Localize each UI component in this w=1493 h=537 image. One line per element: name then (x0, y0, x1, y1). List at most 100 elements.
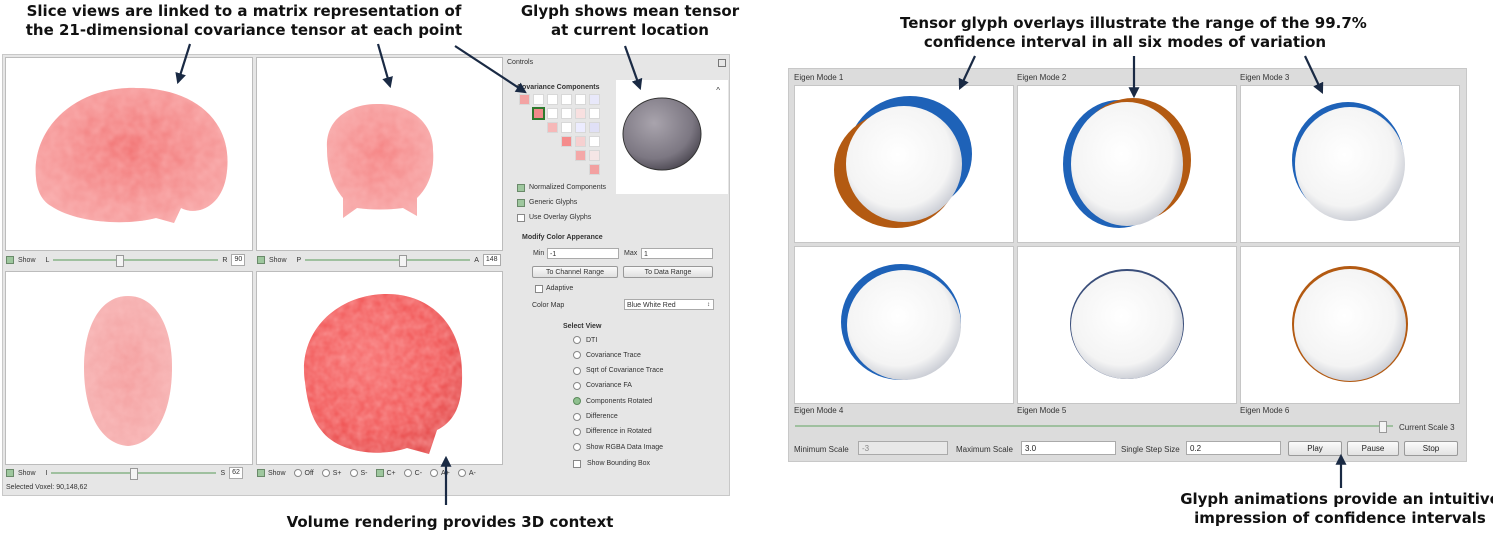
coronal-slider[interactable] (305, 255, 471, 267)
view-option-radio[interactable] (573, 443, 581, 452)
volume-option-label: S- (360, 469, 368, 477)
bounding-box-checkbox[interactable] (573, 460, 581, 468)
view-option[interactable]: Difference (573, 412, 618, 421)
volume-option-radio[interactable] (375, 469, 384, 477)
eigen-mode-view[interactable] (794, 85, 1014, 243)
collapse-icon[interactable]: ^ (716, 86, 720, 95)
minimum-scale-input[interactable]: -3 (858, 441, 948, 455)
slider-knob[interactable] (129, 468, 138, 480)
eigen-mode-view[interactable] (1017, 85, 1237, 243)
covariance-cell[interactable] (589, 150, 600, 161)
normalized-checkbox[interactable] (517, 184, 525, 192)
covariance-cell[interactable] (575, 94, 586, 105)
volume-option-radio[interactable] (403, 469, 412, 477)
color-map-select[interactable]: Blue White Red ↕ (624, 299, 714, 310)
color-map-value: Blue White Red (627, 302, 676, 309)
view-option-radio[interactable] (573, 397, 581, 406)
pause-button[interactable]: Pause (1347, 441, 1399, 456)
covariance-cell[interactable] (561, 108, 572, 119)
axial-value[interactable]: 62 (229, 467, 243, 479)
eigen-mode-view[interactable] (1240, 85, 1460, 243)
view-option-label: Show RGBA Data Image (586, 443, 664, 451)
covariance-cell[interactable] (589, 164, 600, 175)
view-option[interactable]: Components Rotated (573, 397, 652, 406)
to-data-range-button[interactable]: To Data Range (623, 266, 713, 278)
undock-icon[interactable] (718, 59, 726, 67)
volume-option-radio[interactable] (293, 469, 302, 477)
volume-view[interactable] (256, 271, 503, 465)
view-option[interactable]: Covariance FA (573, 381, 632, 390)
covariance-cell[interactable] (547, 122, 558, 133)
covariance-cell[interactable] (589, 136, 600, 147)
slider-knob[interactable] (399, 255, 408, 267)
slider-knob[interactable] (116, 255, 125, 267)
maximum-scale-input[interactable]: 3.0 (1021, 441, 1116, 455)
coronal-show-checkbox[interactable] (257, 256, 265, 264)
volume-show-checkbox[interactable] (257, 469, 265, 477)
adaptive-label: Adaptive (546, 285, 574, 292)
slider-knob[interactable] (1379, 421, 1388, 433)
view-option-radio[interactable] (573, 351, 581, 360)
covariance-cell[interactable] (547, 108, 558, 119)
covariance-cell[interactable] (561, 94, 572, 105)
sagittal-value[interactable]: 90 (231, 254, 246, 266)
view-option[interactable]: DTI (573, 336, 597, 344)
axial-show-label: Show (18, 469, 36, 477)
coronal-value[interactable]: 148 (482, 254, 501, 266)
view-option[interactable]: Difference in Rotated (573, 427, 652, 436)
stop-button[interactable]: Stop (1404, 441, 1458, 456)
view-option[interactable]: Sqrt of Covariance Trace (573, 366, 663, 375)
view-option-radio[interactable] (573, 381, 581, 390)
covariance-cell[interactable] (589, 122, 600, 133)
covariance-cell[interactable] (532, 107, 545, 120)
sagittal-view[interactable] (5, 57, 253, 251)
play-button[interactable]: Play (1288, 441, 1342, 456)
covariance-cell[interactable] (519, 94, 530, 105)
axial-view[interactable] (5, 271, 253, 465)
view-option[interactable]: Covariance Trace (573, 351, 641, 360)
volume-option-radio[interactable] (321, 469, 330, 477)
axial-show-checkbox[interactable] (6, 469, 14, 477)
sagittal-slider[interactable] (53, 255, 219, 267)
covariance-cell[interactable] (575, 108, 586, 119)
coronal-view[interactable] (256, 57, 503, 251)
covariance-cell[interactable] (561, 122, 572, 133)
overlay-glyphs-checkbox[interactable] (517, 214, 525, 222)
covariance-cell[interactable] (561, 136, 572, 147)
bounding-box-label: Show Bounding Box (587, 460, 651, 467)
view-option[interactable]: Show RGBA Data Image (573, 443, 664, 452)
to-channel-range-button[interactable]: To Channel Range (532, 266, 618, 278)
max-input[interactable]: 1 (641, 248, 713, 259)
eigen-mode-view[interactable] (1240, 246, 1460, 404)
covariance-cell[interactable] (575, 122, 586, 133)
tensor-glyph-overlay (841, 264, 961, 380)
coronal-left-letter: P (296, 256, 302, 264)
covariance-cell[interactable] (547, 94, 558, 105)
scale-slider[interactable] (795, 421, 1393, 433)
axial-controls: Show I S 62 (6, 465, 250, 481)
mean-glyph-panel: ^ (616, 80, 728, 194)
covariance-cell[interactable] (589, 94, 600, 105)
view-option-radio[interactable] (573, 412, 581, 421)
single-step-input[interactable]: 0.2 (1186, 441, 1281, 455)
volume-option-radio[interactable] (457, 469, 466, 477)
eigen-mode-view[interactable] (794, 246, 1014, 404)
volume-option-radio[interactable] (430, 469, 439, 477)
view-option-radio[interactable] (573, 336, 581, 344)
min-input[interactable]: -1 (547, 248, 619, 259)
eigen-mode-view[interactable] (1017, 246, 1237, 404)
view-option-radio[interactable] (573, 427, 581, 436)
covariance-matrix[interactable] (519, 94, 614, 184)
axial-slider[interactable] (51, 468, 217, 480)
volume-option-radio[interactable] (349, 469, 358, 477)
covariance-cell[interactable] (589, 108, 600, 119)
covariance-cell[interactable] (533, 94, 544, 105)
annotation-line: Glyph shows mean tensor (520, 2, 740, 20)
covariance-cell[interactable] (575, 150, 586, 161)
view-option-label: Difference (586, 413, 618, 420)
view-option-radio[interactable] (573, 366, 581, 375)
generic-glyphs-checkbox[interactable] (517, 199, 525, 207)
covariance-cell[interactable] (575, 136, 586, 147)
adaptive-checkbox[interactable] (535, 285, 543, 293)
sagittal-show-checkbox[interactable] (6, 256, 14, 264)
